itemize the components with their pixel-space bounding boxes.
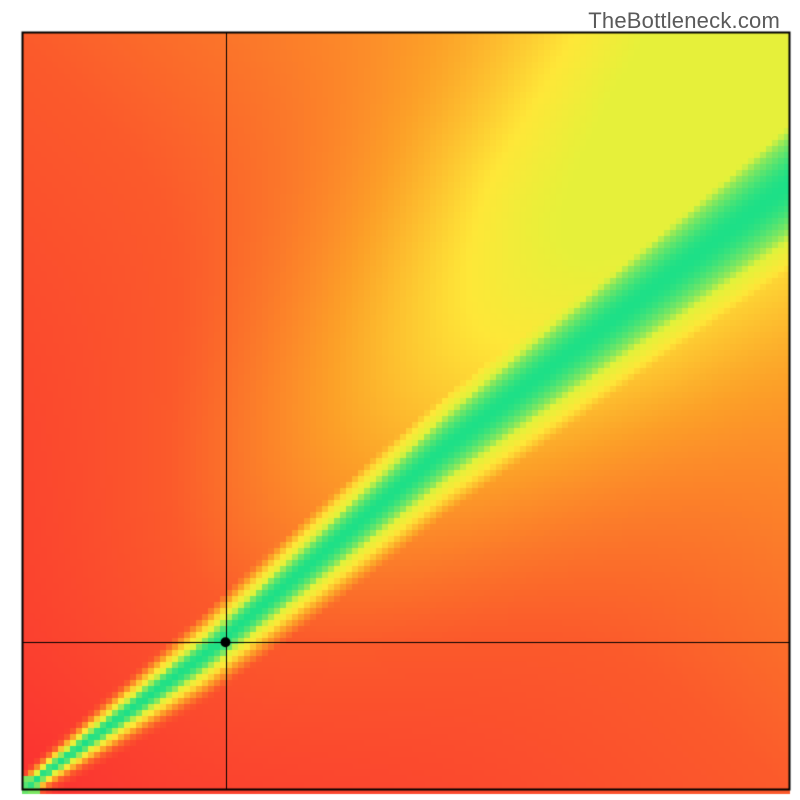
watermark-text: TheBottleneck.com: [588, 8, 780, 34]
chart-wrapper: TheBottleneck.com: [0, 0, 800, 800]
heatmap-canvas: [0, 0, 800, 800]
